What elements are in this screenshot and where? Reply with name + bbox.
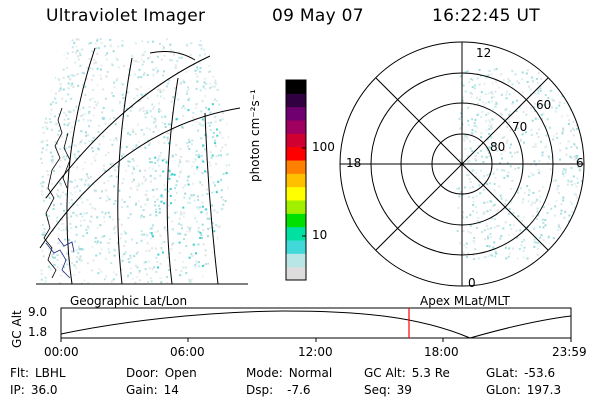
altitude-curve <box>60 310 572 339</box>
timeline-ytick-top: 9.0 <box>28 305 48 319</box>
info-door: Door: Open <box>126 366 197 380</box>
info-seq-label: Seq: <box>364 383 391 397</box>
timeline-frame <box>60 307 572 339</box>
info-gain: Gain: 14 <box>126 383 179 397</box>
mlt-label-6: 6 <box>576 156 584 170</box>
info-door-value: Open <box>164 366 197 380</box>
info-glat-label: GLat: <box>486 366 519 380</box>
emission-speckle <box>40 38 230 284</box>
polar-plot <box>339 41 585 287</box>
info-glon-label: GLon: <box>486 383 521 397</box>
coastline-south <box>45 237 75 279</box>
timeline-xtick-1800: 18:00 <box>424 345 459 359</box>
info-mode-value: Normal <box>288 366 333 380</box>
altitude-timeline <box>60 307 572 342</box>
timeline-ytick-bottom: 1.8 <box>28 325 48 339</box>
instrument-title: Ultraviolet Imager <box>46 6 206 26</box>
colorbar-gradient <box>286 80 306 281</box>
colorbar-segment <box>286 253 306 268</box>
info-gcalt-label: GC Alt: <box>364 366 406 380</box>
info-gcalt-value: 5.3 Re <box>411 366 450 380</box>
time-label: 16:22:45 UT <box>432 6 540 26</box>
timeline-xtick-2359: 23:59 <box>552 345 587 359</box>
timeline-left-label: Geographic Lat/Lon <box>70 294 188 308</box>
colorbar-segment <box>286 226 306 241</box>
info-filter: Flt: LBHL <box>10 366 66 380</box>
info-glat-value: -53.6 <box>524 366 556 380</box>
colorbar-segment <box>286 106 306 121</box>
colorbar-segment <box>286 200 306 214</box>
mlt-label-12: 12 <box>476 46 492 60</box>
geographic-image-panel <box>36 38 248 285</box>
colorbar-tick-10: 10 <box>312 228 328 242</box>
mlat-label-70: 70 <box>512 120 528 134</box>
info-mode-label: Mode: <box>246 366 283 380</box>
info-mode: Mode: Normal <box>246 366 332 380</box>
info-gcalt: GC Alt: 5.3 Re <box>364 366 450 380</box>
info-ip-label: IP: <box>10 383 25 397</box>
colorbar-segment <box>286 186 306 201</box>
colorbar-segment <box>286 146 306 161</box>
info-glon: GLon: 197.3 <box>486 383 561 397</box>
timeline-xtick-0600: 06:00 <box>170 345 205 359</box>
colorbar-unit-label: photon cm⁻²s⁻¹ <box>248 89 262 182</box>
timeline-xtick-1200: 12:00 <box>298 345 333 359</box>
info-gain-label: Gain: <box>126 383 158 397</box>
info-ip: IP: 36.0 <box>10 383 58 397</box>
colorbar-segment <box>286 133 306 148</box>
colorbar-frame <box>285 79 307 281</box>
mlt-label-18: 18 <box>346 156 362 170</box>
info-filter-value: LBHL <box>34 366 66 380</box>
info-door-label: Door: <box>126 366 159 380</box>
colorbar-segment <box>286 213 306 228</box>
colorbar-segment <box>286 266 306 281</box>
info-dsp: Dsp: -7.6 <box>246 383 311 397</box>
mlat-label-80: 80 <box>490 140 506 154</box>
timeline-ticks <box>60 338 572 342</box>
info-dsp-label: Dsp: <box>246 383 274 397</box>
info-dsp-value: -7.6 <box>287 383 311 397</box>
info-seq-value: 39 <box>396 383 412 397</box>
timeline-xtick-0000: 00:00 <box>44 345 79 359</box>
colorbar-segment <box>286 93 306 108</box>
disk-background <box>36 38 230 284</box>
polar-grid <box>339 41 585 287</box>
colorbar-segment <box>286 173 306 188</box>
mlt-label-0: 0 <box>468 276 476 290</box>
colorbar-segment <box>286 120 306 134</box>
timeline-axis-title: GC Alt <box>10 310 24 348</box>
colorbar <box>285 79 307 281</box>
colorbar-segment <box>286 80 306 94</box>
mlat-label-60: 60 <box>536 98 552 112</box>
info-seq: Seq: 39 <box>364 383 412 397</box>
info-glon-value: 197.3 <box>526 383 562 397</box>
info-ip-value: 36.0 <box>30 383 58 397</box>
coastline <box>43 107 71 279</box>
timeline-right-label: Apex MLat/MLT <box>420 294 510 308</box>
colorbar-segment <box>286 240 306 254</box>
info-glat: GLat: -53.6 <box>486 366 555 380</box>
date-label: 09 May 07 <box>272 6 364 26</box>
colorbar-segment <box>286 160 306 174</box>
colorbar-tick-100: 100 <box>312 140 335 154</box>
info-gain-value: 14 <box>163 383 179 397</box>
info-filter-label: Flt: <box>10 366 29 380</box>
